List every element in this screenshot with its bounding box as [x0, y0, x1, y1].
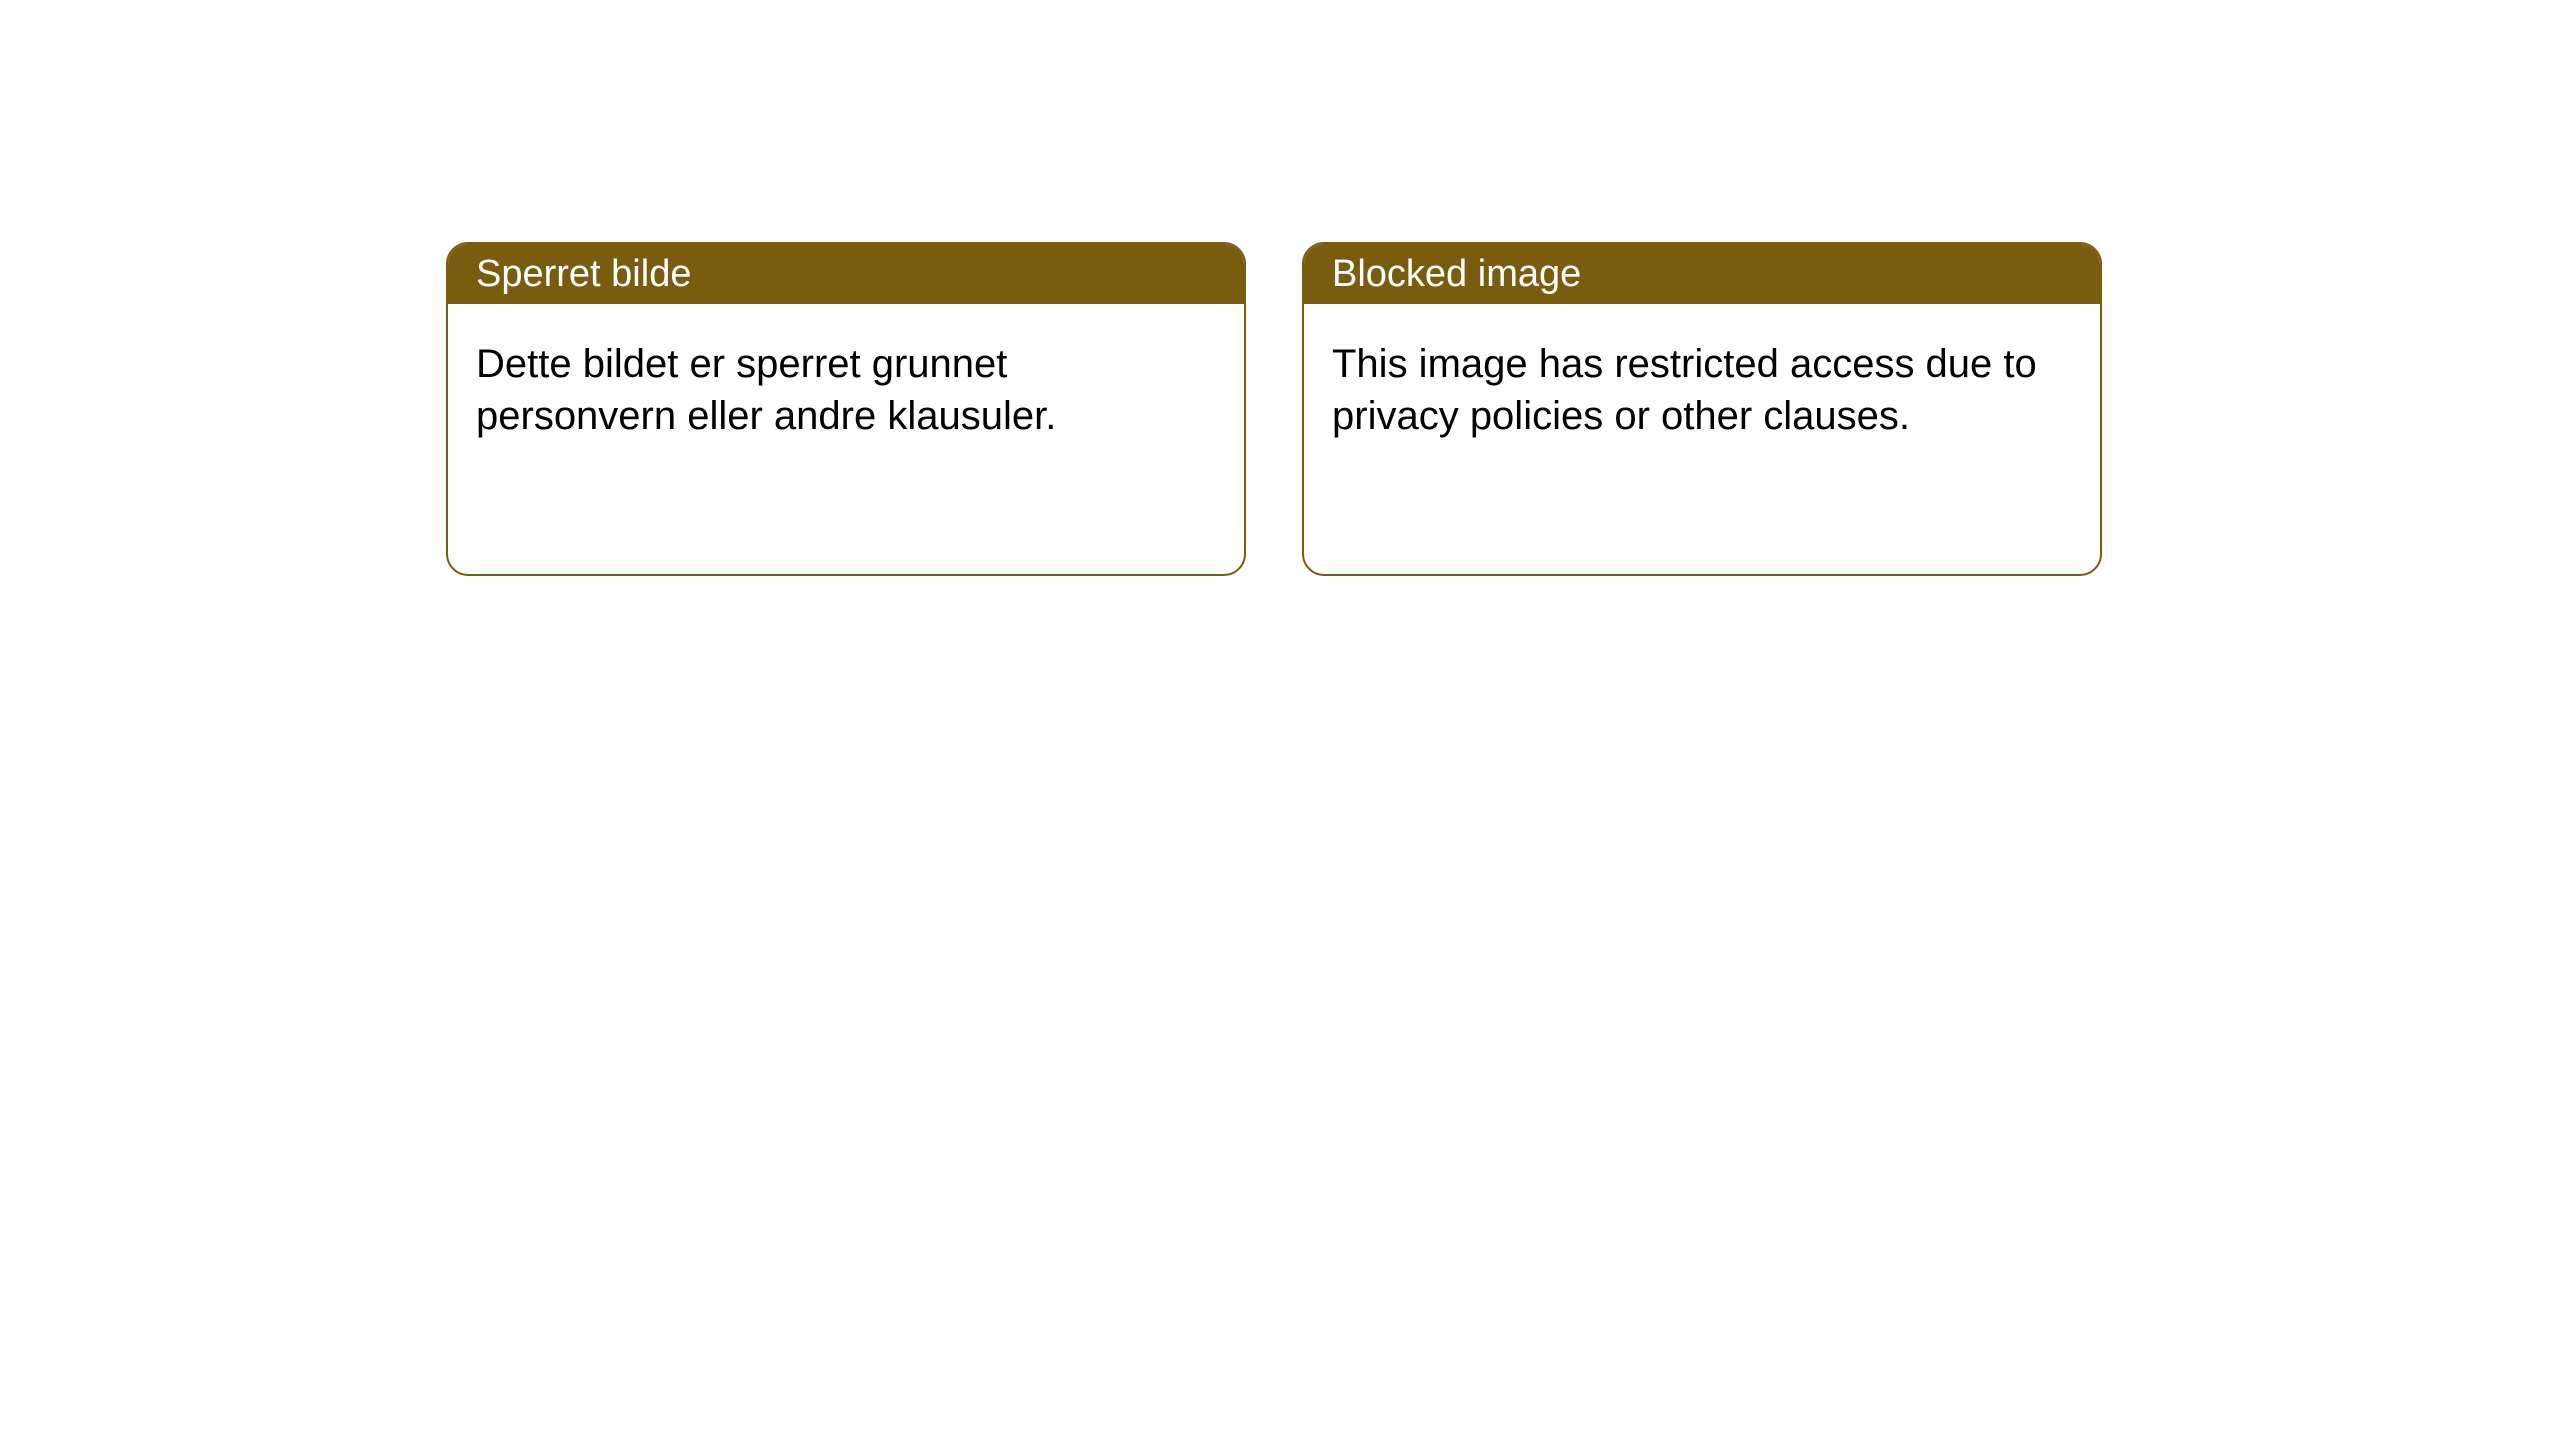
notice-card-english: Blocked image This image has restricted …	[1302, 242, 2102, 576]
card-title: Sperret bilde	[476, 253, 691, 296]
card-header: Blocked image	[1304, 244, 2100, 304]
card-header: Sperret bilde	[448, 244, 1244, 304]
notice-card-norwegian: Sperret bilde Dette bildet er sperret gr…	[446, 242, 1246, 576]
card-body-text: This image has restricted access due to …	[1332, 342, 2037, 438]
card-title: Blocked image	[1332, 253, 1581, 296]
notice-container: Sperret bilde Dette bildet er sperret gr…	[0, 0, 2560, 576]
card-body: Dette bildet er sperret grunnet personve…	[448, 304, 1244, 476]
card-body-text: Dette bildet er sperret grunnet personve…	[476, 342, 1056, 438]
card-body: This image has restricted access due to …	[1304, 304, 2100, 476]
